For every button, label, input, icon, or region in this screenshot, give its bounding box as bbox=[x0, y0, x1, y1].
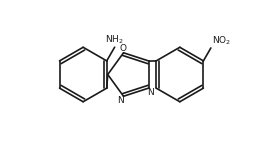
Text: NO$_2$: NO$_2$ bbox=[212, 34, 231, 47]
Text: N: N bbox=[147, 88, 154, 97]
Text: N: N bbox=[117, 96, 124, 105]
Text: O: O bbox=[119, 44, 126, 53]
Text: NH$_2$: NH$_2$ bbox=[105, 33, 124, 46]
